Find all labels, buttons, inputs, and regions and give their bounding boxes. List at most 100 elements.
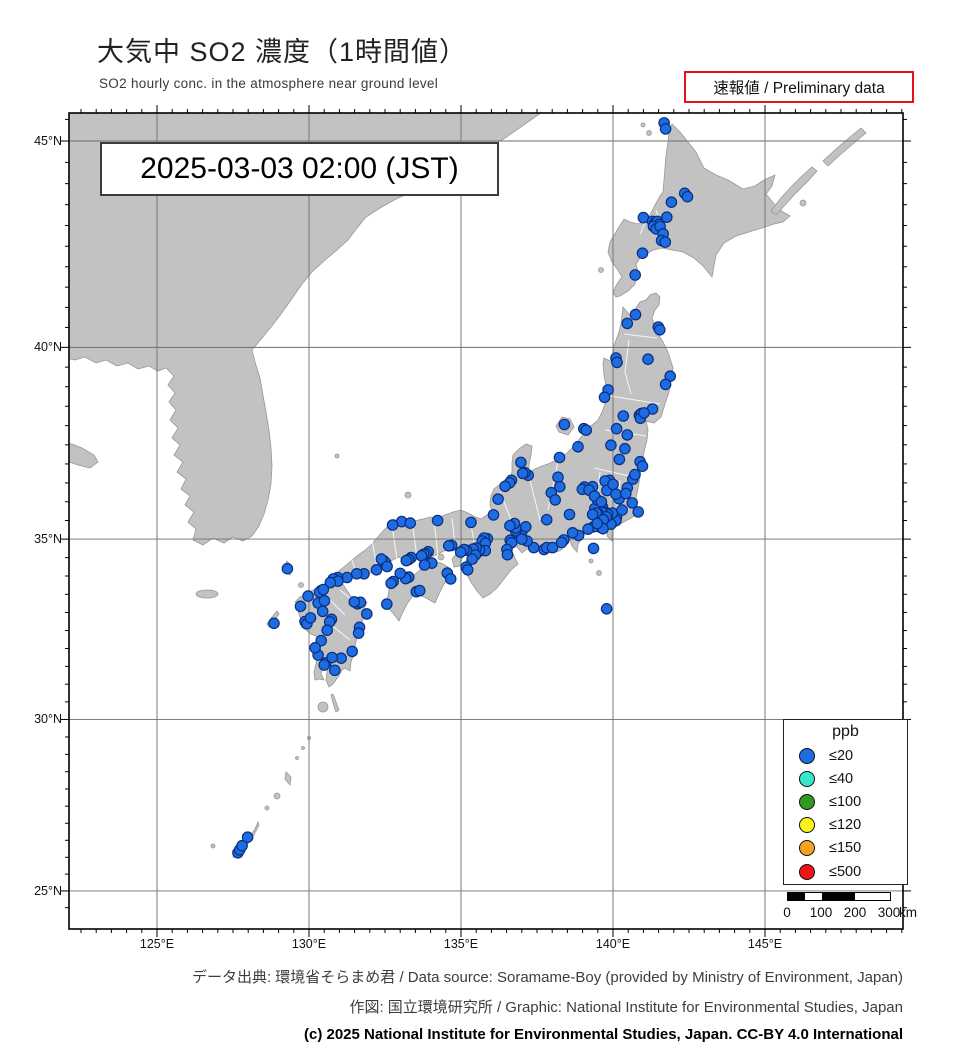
landmass-okushiri — [598, 267, 604, 273]
landmass-iki — [298, 582, 304, 588]
legend-entry: ≤500 — [784, 860, 907, 883]
station-dot — [304, 612, 317, 624]
lat-tick-label: 30°N — [34, 712, 62, 727]
lon-tick-label: 145°E — [747, 937, 783, 951]
station-dot — [328, 664, 341, 677]
lon-tick-label: 135°E — [443, 937, 479, 951]
footer-graphic-credit: 作図: 国立環境研究所 / Graphic: National Institut… — [349, 999, 903, 1016]
lon-tick-label: 125°E — [139, 937, 175, 951]
legend-color-dot — [799, 793, 815, 810]
footer-data-source: データ出典: 環境省そらまめ君 / Data source: Soramame-… — [191, 969, 903, 986]
map-frame — [68, 112, 904, 930]
landmass-kume — [210, 843, 216, 849]
station-dot — [629, 269, 641, 281]
lat-tick-label: 45°N — [34, 134, 62, 148]
legend-entry: ≤100 — [784, 790, 907, 813]
station-dot — [586, 508, 599, 521]
station-dots — [232, 117, 694, 859]
station-dot — [610, 422, 623, 435]
legend-color-dot — [799, 840, 815, 857]
station-dot — [553, 451, 566, 464]
station-dot — [636, 247, 649, 259]
station-dot — [241, 831, 254, 843]
station-dot — [461, 563, 474, 576]
landmass-shikotan — [799, 199, 807, 207]
lon-tick-label: 140°E — [595, 937, 631, 951]
station-dot — [642, 353, 654, 365]
landmass-rishiri — [646, 130, 652, 136]
station-dot — [318, 659, 330, 671]
station-dot — [566, 526, 579, 539]
station-dot — [316, 605, 329, 618]
station-dot — [309, 641, 321, 654]
landmass-rebun — [640, 122, 646, 128]
station-dot — [659, 123, 672, 135]
station-dot — [607, 478, 619, 491]
station-dot — [605, 439, 617, 451]
legend-entry-label: ≤150 — [829, 840, 862, 857]
station-dot — [632, 506, 644, 518]
station-dot — [466, 553, 478, 565]
station-dot — [504, 519, 516, 532]
station-dot — [431, 514, 444, 527]
station-dot — [558, 418, 571, 431]
legend-title: ppb — [832, 723, 859, 740]
legend-entry-label: ≤500 — [829, 863, 862, 880]
footer-copyright: (c) 2025 National Institute for Environm… — [303, 1026, 903, 1043]
station-dot — [386, 519, 399, 531]
legend-entry-label: ≤40 — [829, 770, 854, 787]
station-dot — [595, 495, 608, 508]
preliminary-data-badge: 速報値 / Preliminary data — [684, 71, 914, 103]
station-dot — [552, 471, 564, 483]
station-dot — [501, 548, 514, 561]
station-dot — [681, 190, 694, 203]
landmass-tanegashima — [330, 693, 340, 713]
scale-bar-segment — [822, 893, 855, 900]
scale-bar — [787, 892, 891, 901]
station-dot — [442, 539, 455, 552]
landmass-niijima — [588, 558, 594, 564]
landmass-yakushima — [317, 701, 329, 713]
station-dot — [348, 596, 361, 608]
station-dot — [563, 508, 576, 521]
legend-entry-label: ≤120 — [829, 817, 862, 834]
station-dot — [324, 576, 337, 589]
station-dot — [549, 494, 561, 506]
station-dot — [580, 424, 592, 436]
legend-entry-label: ≤100 — [829, 793, 862, 810]
scale-bar-unit: km — [899, 905, 917, 920]
legend-entry: ≤150 — [784, 837, 907, 860]
station-dot — [413, 584, 426, 597]
station-dot — [572, 440, 584, 453]
station-dot — [302, 590, 314, 602]
landmass-continent-korea — [69, 113, 542, 546]
station-dot — [659, 236, 672, 248]
station-dot — [381, 560, 393, 573]
station-dot — [519, 520, 532, 533]
station-dot — [465, 516, 477, 529]
station-dot — [492, 493, 504, 505]
station-dot — [553, 480, 566, 493]
landmass-kunashiri — [770, 166, 818, 216]
legend-entry: ≤120 — [784, 814, 907, 837]
station-dot — [346, 645, 358, 658]
landmass-miyakejima — [596, 570, 602, 576]
station-dot — [404, 517, 416, 529]
station-dot — [629, 308, 642, 321]
station-dot — [515, 456, 527, 469]
station-dot — [281, 562, 294, 575]
station-dot — [546, 541, 559, 554]
station-dot — [659, 378, 672, 391]
station-dot — [626, 497, 638, 509]
lat-tick-label: 25°N — [34, 883, 62, 898]
station-dot — [613, 453, 626, 466]
station-dot — [611, 356, 623, 369]
landmass-jeju — [195, 589, 219, 599]
station-dot — [326, 651, 338, 664]
station-dot — [454, 546, 467, 558]
station-dot — [317, 583, 330, 596]
station-dot — [516, 467, 529, 480]
scale-bar-number: 300 — [877, 905, 901, 920]
station-dot — [582, 523, 594, 535]
